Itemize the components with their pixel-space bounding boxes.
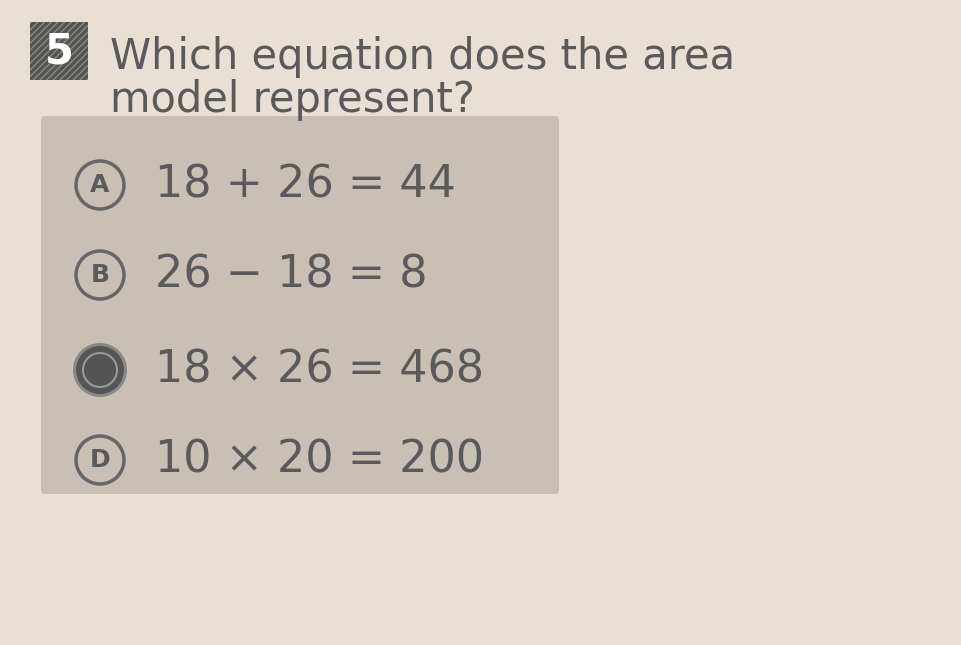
- Text: Which equation does the area: Which equation does the area: [110, 36, 734, 78]
- Text: 5: 5: [44, 30, 73, 72]
- Text: A: A: [90, 173, 110, 197]
- FancyBboxPatch shape: [30, 22, 87, 80]
- Text: model represent?: model represent?: [110, 79, 475, 121]
- Text: D: D: [89, 448, 111, 472]
- Text: B: B: [90, 263, 110, 287]
- Text: 18 × 26 = 468: 18 × 26 = 468: [155, 348, 483, 392]
- Text: 10 × 20 = 200: 10 × 20 = 200: [155, 439, 483, 482]
- Circle shape: [83, 353, 117, 387]
- FancyBboxPatch shape: [41, 116, 558, 494]
- Text: 18 + 26 = 44: 18 + 26 = 44: [155, 163, 456, 206]
- Text: 26 − 18 = 8: 26 − 18 = 8: [155, 253, 427, 297]
- Circle shape: [76, 346, 124, 394]
- Circle shape: [73, 343, 127, 397]
